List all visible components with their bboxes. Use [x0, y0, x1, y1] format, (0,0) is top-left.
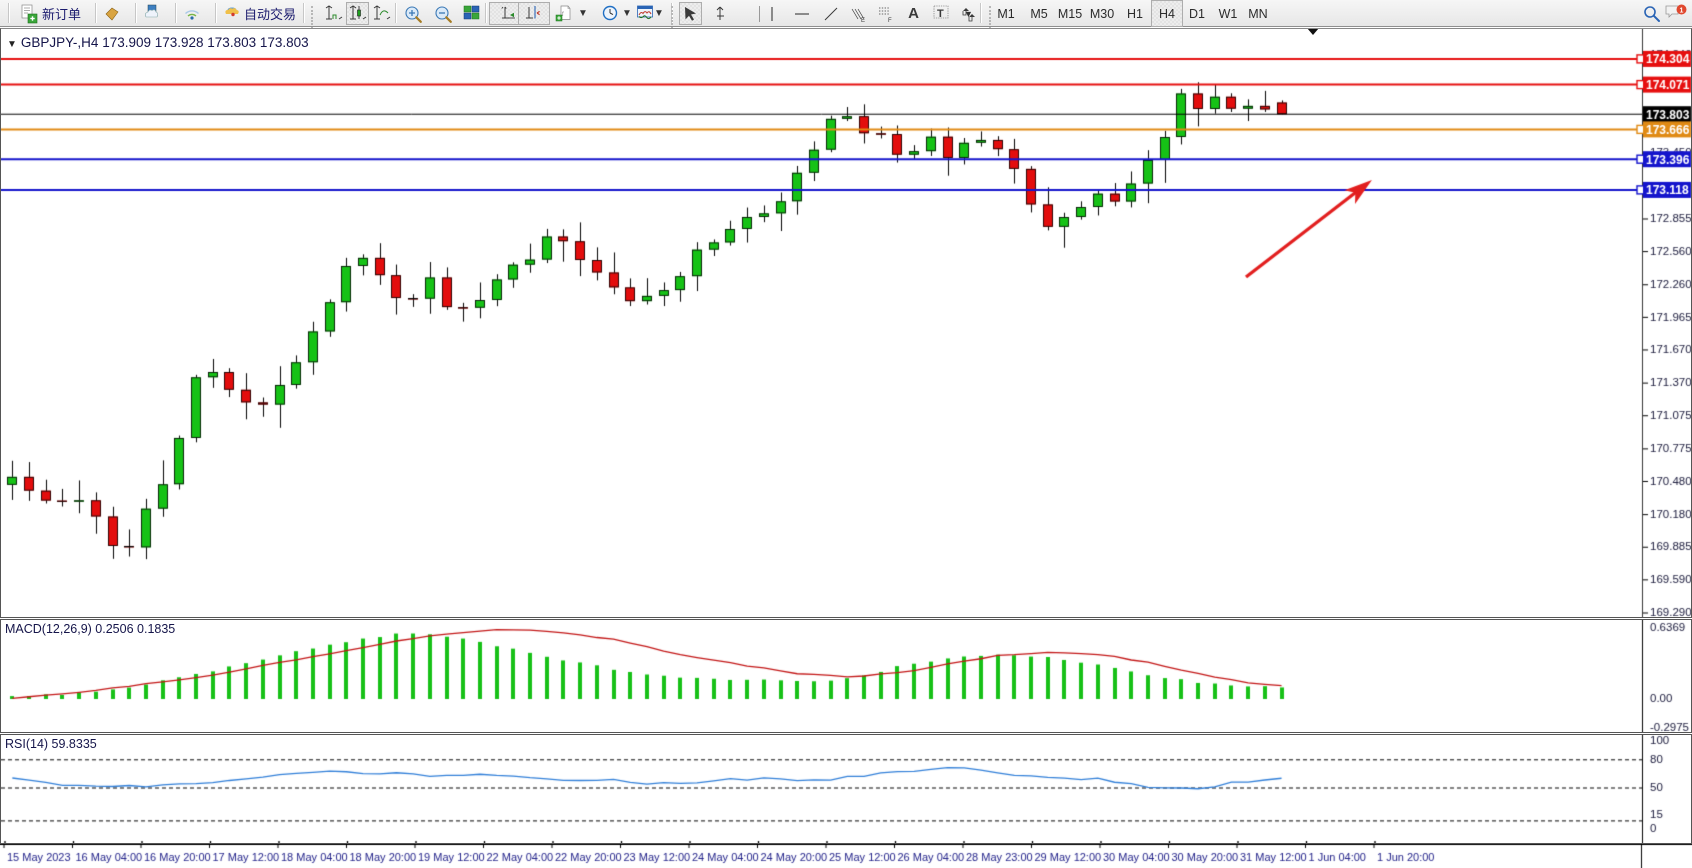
svg-text:F: F [888, 18, 892, 23]
svg-text:E: E [861, 18, 865, 23]
svg-text:1: 1 [1679, 7, 1683, 14]
svg-text:T: T [937, 8, 944, 20]
